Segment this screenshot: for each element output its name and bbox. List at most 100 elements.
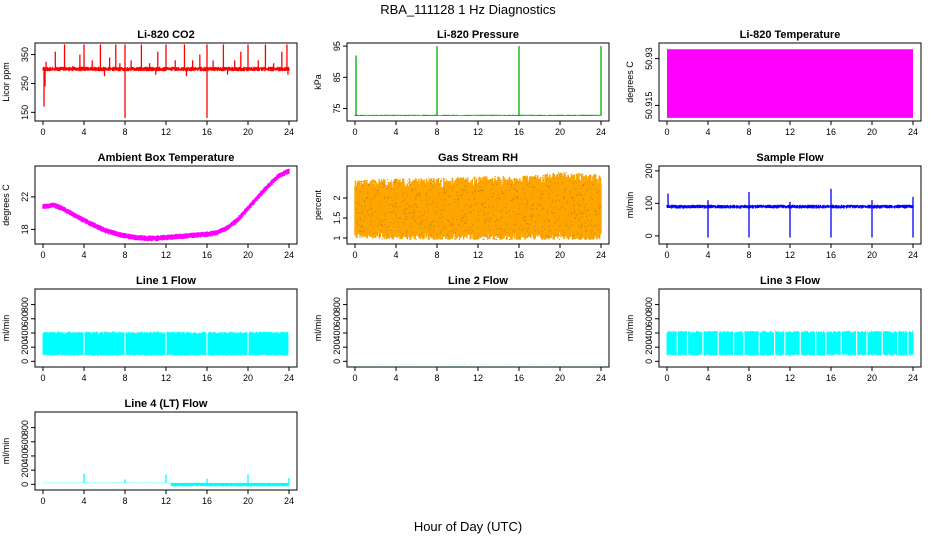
pressure-y-tick-label: 95 <box>332 41 342 51</box>
line3-y-tick-label: 800 <box>644 297 654 312</box>
panel-pressure: Li-820 Pressure 0 4 8 12 16 20 24 75 85 95 kPa <box>313 29 610 137</box>
pressure-x-tick-label: 8 <box>434 127 439 137</box>
line3-y-tick-label: 600 <box>644 311 654 326</box>
line3-x-tick-label: 24 <box>908 373 918 383</box>
sample_flow-x-tick-label: 4 <box>705 250 710 260</box>
line4-x-tick-label: 0 <box>40 496 45 506</box>
line1-x-tick-label: 16 <box>202 373 212 383</box>
pressure-x-tick-label: 20 <box>555 127 565 137</box>
co2-y-tick-label: 250 <box>20 76 30 91</box>
box_temp-y-tick-label: 18 <box>20 224 30 234</box>
sample_flow-x-tick-label: 12 <box>785 250 795 260</box>
line2-title: Line 2 Flow <box>448 275 508 287</box>
pressure-y-tick-label: 85 <box>332 72 342 82</box>
line4-x-tick-label: 12 <box>161 496 171 506</box>
pressure-x-tick-label: 4 <box>393 127 398 137</box>
line1-y-tick-label: 800 <box>20 297 30 312</box>
box_temp-series-line <box>42 168 290 242</box>
line4-y-tick-label: 800 <box>20 420 30 435</box>
line2-x-tick-label: 0 <box>352 373 357 383</box>
rh-y-tick-label: 1.5 <box>332 212 342 225</box>
line4-x-tick-label: 20 <box>243 496 253 506</box>
co2-y-tick-label: 350 <box>20 47 30 62</box>
panel-sample_flow: Sample Flow 0 4 8 12 16 20 24 0 100 200 ml/min <box>625 152 922 260</box>
sample_flow-x-tick-label: 24 <box>908 250 918 260</box>
line1-x-tick-label: 0 <box>40 373 45 383</box>
co2-x-tick-label: 20 <box>243 127 253 137</box>
rh-x-tick-label: 20 <box>555 250 565 260</box>
line1-x-tick-label: 4 <box>81 373 86 383</box>
rh-series <box>354 172 602 241</box>
line3-y-tick-label: 400 <box>644 325 654 340</box>
rh-series-points <box>355 172 601 241</box>
line1-y-axis-label: ml/min <box>1 315 11 342</box>
sample_flow-series <box>666 188 914 238</box>
line1-title: Line 1 Flow <box>136 275 196 287</box>
licor_temp-y-axis-label: degrees C <box>625 61 635 103</box>
line4-series <box>42 473 290 487</box>
line4-y-tick-label: 0 <box>20 482 30 487</box>
line1-x-tick-label: 12 <box>161 373 171 383</box>
rh-x-tick-label: 24 <box>596 250 606 260</box>
line3-x-tick-label: 4 <box>705 373 710 383</box>
panel-line4: Line 4 (LT) Flow 0 4 8 12 16 20 24 0 200400600800… <box>1 398 298 506</box>
rh-title: Gas Stream RH <box>438 152 518 164</box>
box_temp-title: Ambient Box Temperature <box>98 152 235 164</box>
line2-y-axis-label: ml/min <box>313 315 323 342</box>
line2-x-tick-label: 24 <box>596 373 606 383</box>
box_temp-x-tick-label: 12 <box>161 250 171 260</box>
co2-y-axis-label: Licor ppm <box>1 62 11 102</box>
licor_temp-x-tick-label: 8 <box>746 127 751 137</box>
rh-x-tick-label: 16 <box>514 250 524 260</box>
line3-series <box>666 329 914 358</box>
sample_flow-x-tick-label: 20 <box>867 250 877 260</box>
rh-x-tick-label: 0 <box>352 250 357 260</box>
line3-x-tick-label: 20 <box>867 373 877 383</box>
co2-x-tick-label: 0 <box>40 127 45 137</box>
line2-x-tick-label: 16 <box>514 373 524 383</box>
box_temp-x-tick-label: 8 <box>122 250 127 260</box>
licor_temp-series <box>667 49 913 118</box>
line4-series-line <box>42 482 290 487</box>
sample_flow-y-axis-label: ml/min <box>625 192 635 219</box>
line2-plot-frame <box>346 288 610 368</box>
line1-series <box>42 330 290 358</box>
line2-x-tick-label: 12 <box>473 373 483 383</box>
licor_temp-x-tick-label: 20 <box>867 127 877 137</box>
line1-x-tick-label: 24 <box>284 373 294 383</box>
licor_temp-x-tick-label: 24 <box>908 127 918 137</box>
rh-x-tick-label: 12 <box>473 250 483 260</box>
line3-x-tick-label: 12 <box>785 373 795 383</box>
co2-x-tick-label: 24 <box>284 127 294 137</box>
licor_temp-x-tick-label: 0 <box>664 127 669 137</box>
line2-y-tick-label: 0 <box>332 359 342 364</box>
line1-y-tick-label: 0 <box>20 359 30 364</box>
line3-x-tick-label: 8 <box>746 373 751 383</box>
sample_flow-x-tick-label: 0 <box>664 250 669 260</box>
co2-x-tick-label: 8 <box>122 127 127 137</box>
line4-y-axis-label: ml/min <box>1 438 11 465</box>
line4-y-tick-label: 200 <box>20 463 30 478</box>
line3-x-tick-label: 0 <box>664 373 669 383</box>
line1-y-tick-label: 400 <box>20 325 30 340</box>
line4-x-tick-label: 4 <box>81 496 86 506</box>
box_temp-x-tick-label: 24 <box>284 250 294 260</box>
licor_temp-x-tick-label: 16 <box>826 127 836 137</box>
box_temp-x-tick-label: 0 <box>40 250 45 260</box>
pressure-plot-frame <box>346 42 610 122</box>
line2-y-tick-label: 600 <box>332 311 342 326</box>
line4-x-tick-label: 24 <box>284 496 294 506</box>
panel-co2: Li-820 CO2 0 4 8 12 16 20 24 150 250 350 Licor ppm <box>1 29 298 137</box>
pressure-x-tick-label: 12 <box>473 127 483 137</box>
co2-series <box>42 44 290 119</box>
sample_flow-y-tick-label: 0 <box>644 233 654 238</box>
box_temp-x-tick-label: 20 <box>243 250 253 260</box>
rh-x-tick-label: 8 <box>434 250 439 260</box>
pressure-title: Li-820 Pressure <box>437 29 519 41</box>
rh-y-axis-label: percent <box>313 189 323 220</box>
